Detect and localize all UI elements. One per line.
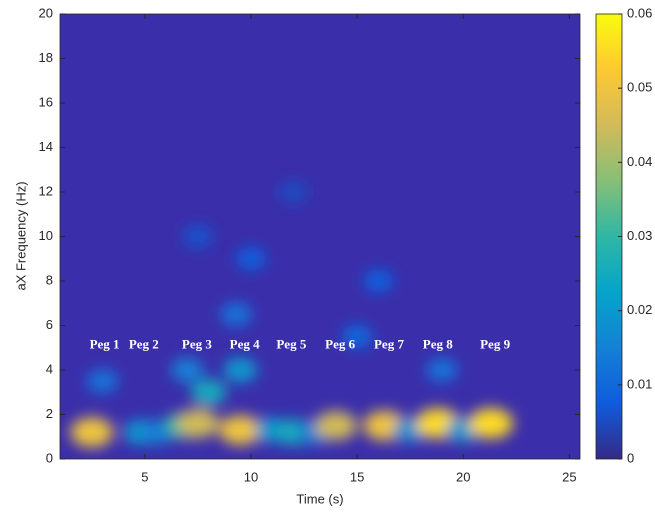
- y-tick-label: 2: [46, 406, 53, 421]
- x-tick-label: 25: [562, 469, 576, 484]
- heatmap-cell: [426, 358, 458, 382]
- heatmap-cell: [70, 417, 114, 448]
- y-tick-label: 0: [46, 450, 53, 465]
- colorbar-tick-label: 0.02: [627, 302, 652, 317]
- heatmap-cell: [171, 357, 204, 383]
- y-tick-label: 18: [39, 50, 53, 65]
- peg-label: Peg 9: [480, 337, 510, 352]
- x-axis-label: Time (s): [296, 491, 343, 506]
- peg-label: Peg 3: [182, 337, 212, 352]
- heatmap-background: [60, 14, 580, 459]
- y-tick-label: 8: [46, 272, 53, 287]
- heatmap-cell: [183, 225, 213, 248]
- y-tick-label: 6: [46, 317, 53, 332]
- heatmap-cell: [218, 415, 262, 446]
- y-tick-label: 14: [39, 139, 53, 154]
- peg-label: Peg 6: [325, 337, 355, 352]
- heatmap-cell: [86, 369, 119, 394]
- heatmap-cell: [223, 357, 258, 383]
- colorbar-tick-label: 0.04: [627, 154, 652, 169]
- peg-label: Peg 2: [129, 337, 159, 352]
- colorbar: [595, 13, 623, 460]
- y-tick-label: 20: [39, 5, 53, 20]
- heatmap-cell: [235, 247, 267, 271]
- y-tick-label: 16: [39, 94, 53, 109]
- peg-label: Peg 5: [276, 337, 306, 352]
- colorbar-tick-label: 0.03: [627, 228, 652, 243]
- heatmap-cell: [190, 379, 227, 406]
- blobs: [70, 180, 514, 448]
- heatmap-cell: [177, 408, 219, 438]
- heatmap-cell: [220, 302, 252, 327]
- y-tick-label: 4: [46, 361, 53, 376]
- y-tick-label: 10: [39, 228, 53, 243]
- x-tick-label: 10: [244, 469, 258, 484]
- x-tick-label: 15: [350, 469, 364, 484]
- peg-label: Peg 1: [90, 337, 120, 352]
- heatmap-cell: [278, 180, 309, 204]
- x-tick-label: 5: [141, 469, 148, 484]
- colorbar-tick-label: 0.05: [627, 80, 652, 95]
- colorbar-tick-label: 0: [627, 450, 634, 465]
- y-tick-label: 12: [39, 183, 53, 198]
- x-tick-label: 20: [456, 469, 470, 484]
- colorbar-tick-label: 0.01: [627, 376, 652, 391]
- peg-label: Peg 8: [423, 337, 453, 352]
- heatmap-cell: [363, 269, 394, 293]
- colorbar-tick-label: 0.06: [627, 5, 652, 20]
- y-axis-label: aX Frequency (Hz): [13, 181, 28, 290]
- heatmap: [60, 14, 580, 459]
- peg-label: Peg 7: [374, 337, 404, 352]
- heatmap-cell: [341, 324, 373, 349]
- peg-label: Peg 4: [230, 337, 260, 352]
- heatmap-cell: [468, 408, 514, 439]
- heatmap-cell: [315, 411, 357, 441]
